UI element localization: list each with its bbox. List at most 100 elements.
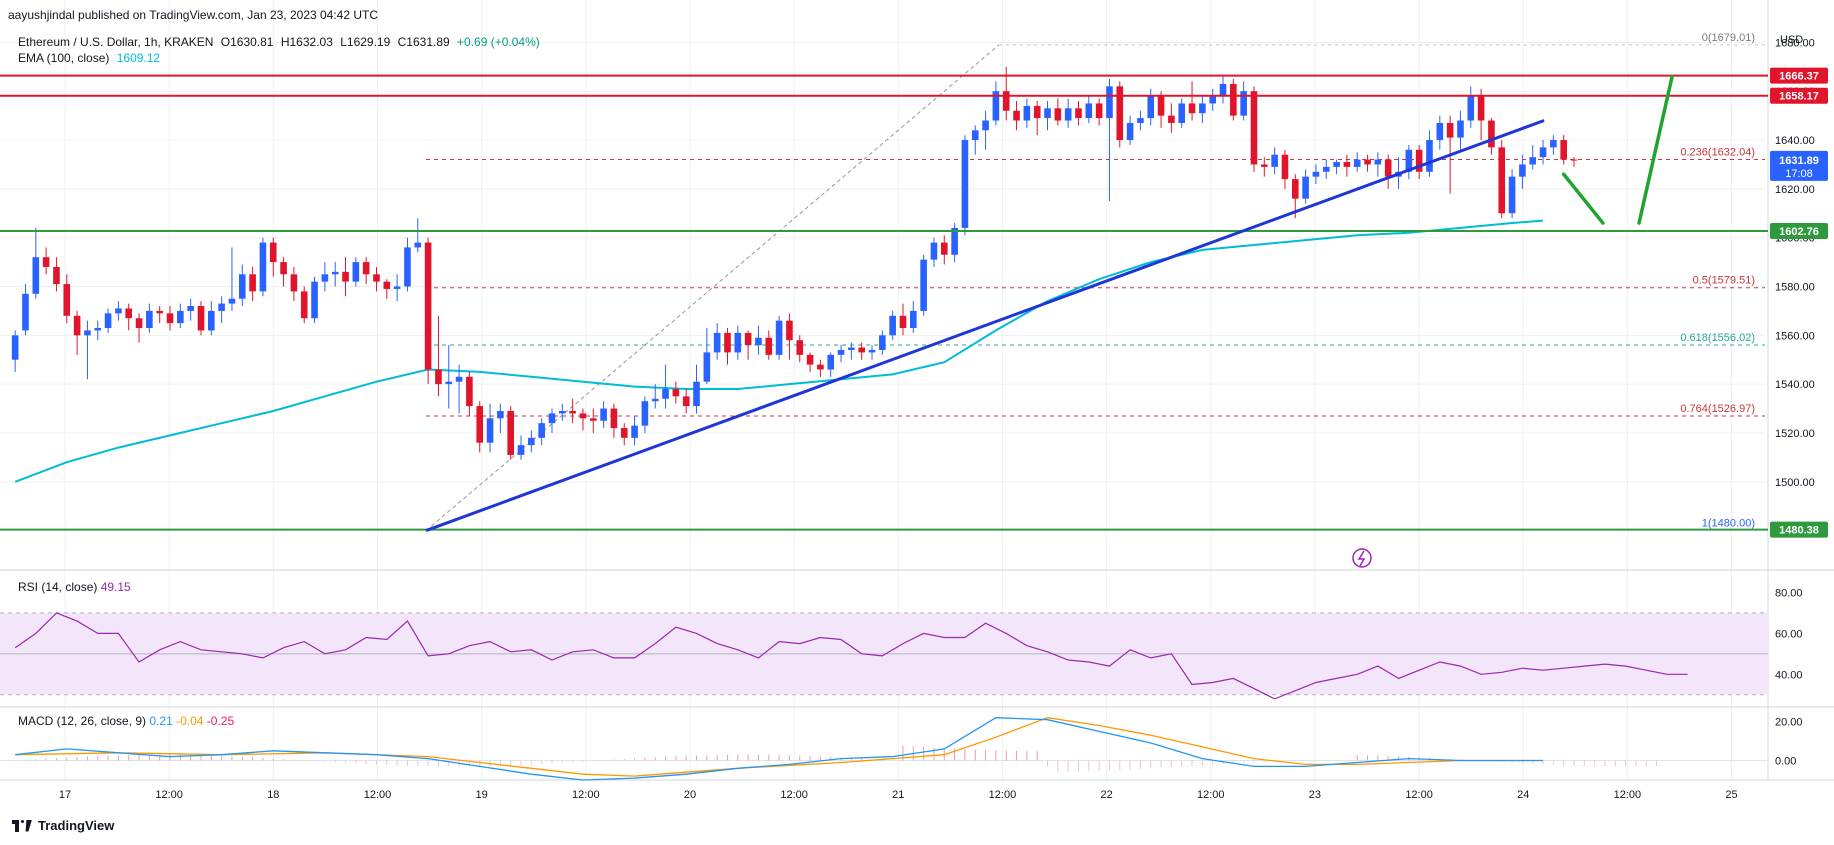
- y-tick-label: 1500.00: [1775, 477, 1815, 489]
- candle-body: [703, 352, 711, 382]
- candle-body: [435, 369, 442, 385]
- candle-body: [1436, 122, 1444, 141]
- x-tick-label: 23: [1309, 789, 1321, 801]
- price-label-text: 1666.37: [1779, 71, 1819, 83]
- candle-body: [930, 242, 938, 260]
- tradingview-footer[interactable]: TradingView: [12, 818, 114, 833]
- candle-body: [1312, 171, 1320, 177]
- candle-body: [1539, 147, 1547, 158]
- rsi-tick-label: 80.00: [1775, 587, 1803, 599]
- price-label-box: [1770, 521, 1828, 538]
- price-label-box: [1770, 67, 1828, 84]
- candle-body: [1364, 159, 1371, 165]
- candle-body: [466, 376, 473, 407]
- candle-body: [1570, 159, 1578, 161]
- candle-body: [1023, 105, 1031, 121]
- x-tick-label: 17: [59, 789, 71, 801]
- candle-body: [1199, 103, 1206, 114]
- y-tick-label: 1640.00: [1775, 135, 1815, 147]
- candle-body: [486, 418, 494, 443]
- candle-body: [1529, 157, 1537, 165]
- candle-body: [259, 242, 267, 292]
- ohlc-high: H1632.03: [280, 35, 333, 49]
- candle-body: [1415, 149, 1423, 172]
- candle-body: [1085, 103, 1093, 119]
- candle-body: [517, 445, 525, 455]
- candle-body: [858, 347, 865, 353]
- tradingview-logo-icon: [12, 819, 32, 832]
- candle-body: [238, 274, 246, 299]
- macd-line: [15, 717, 1543, 781]
- candle-body: [1405, 149, 1413, 172]
- candle-body: [53, 266, 60, 285]
- alert-icon-bolt: [1357, 550, 1366, 567]
- candle-body: [713, 332, 721, 353]
- candle-body: [528, 437, 535, 446]
- candle-body: [1353, 159, 1361, 167]
- candle-body: [1457, 120, 1464, 138]
- candle-body: [1250, 91, 1258, 165]
- fib-diagonal: [425, 44, 1000, 531]
- candle-body: [1209, 96, 1216, 104]
- alert-icon: [1352, 548, 1372, 568]
- candle-body: [445, 381, 453, 385]
- ohlc-close: C1631.89: [397, 35, 450, 49]
- x-tick-label: 22: [1100, 789, 1112, 801]
- candle-body: [682, 396, 690, 407]
- publisher-info: aayushjindal published on TradingView.co…: [8, 8, 379, 22]
- ema-label: EMA (100, close): [18, 51, 110, 65]
- x-tick-label: 12:00: [572, 789, 600, 801]
- fib-level-label: 0.236(1632.04): [1680, 146, 1755, 158]
- candle-body: [290, 274, 298, 292]
- candle-body: [404, 247, 411, 287]
- candle-body: [879, 335, 886, 350]
- candle-body: [651, 398, 659, 402]
- candle-body: [600, 408, 607, 421]
- candle-body: [899, 315, 907, 328]
- candle-body: [197, 306, 205, 331]
- candle-body: [383, 281, 391, 289]
- candle-body: [579, 413, 587, 419]
- candle-body: [1219, 83, 1227, 97]
- candle-body: [961, 140, 969, 228]
- candle-body: [992, 91, 1000, 121]
- histogram-value: -0.25: [206, 714, 235, 728]
- candle-body: [362, 262, 370, 275]
- rsi-tick-label: 60.00: [1775, 628, 1803, 640]
- candle-body: [1467, 96, 1475, 121]
- candle-body: [806, 354, 814, 365]
- price-label-text: 1658.17: [1779, 91, 1819, 103]
- candle-body: [331, 271, 339, 275]
- candle-body: [497, 410, 504, 419]
- candle-body: [1240, 91, 1247, 116]
- candle-body: [73, 315, 81, 336]
- symbol-name: Ethereum / U.S. Dollar, 1h, KRAKEN: [18, 35, 214, 49]
- candle-body: [662, 389, 669, 399]
- candle-body: [693, 381, 700, 407]
- candle-body: [631, 425, 638, 438]
- x-tick-label: 25: [1725, 789, 1737, 801]
- candle-body: [744, 332, 752, 346]
- candle-body: [1095, 103, 1103, 119]
- candle-body: [1271, 154, 1278, 167]
- candle-body: [559, 410, 566, 414]
- macd-signal-line: [15, 717, 1543, 777]
- candle-body: [63, 284, 71, 316]
- candle-body: [765, 337, 773, 355]
- candle-body: [1560, 140, 1567, 160]
- candle-body: [11, 335, 19, 360]
- candle-body: [1178, 103, 1186, 123]
- ema-line: [14, 219, 1544, 483]
- ema-legend: EMA (100, close) 1609.12: [18, 51, 164, 65]
- candle-body: [1508, 176, 1516, 214]
- candle-body: [166, 313, 174, 324]
- candle-body: [1374, 159, 1382, 165]
- candle-body: [1230, 83, 1237, 116]
- candle-body: [817, 364, 824, 370]
- candle-body: [1157, 96, 1165, 116]
- rsi-tick-label: 40.00: [1775, 669, 1803, 681]
- fib-level-label: 1(1480.00): [1702, 518, 1755, 530]
- candle-body: [321, 274, 329, 282]
- x-tick-label: 12:00: [1405, 789, 1433, 801]
